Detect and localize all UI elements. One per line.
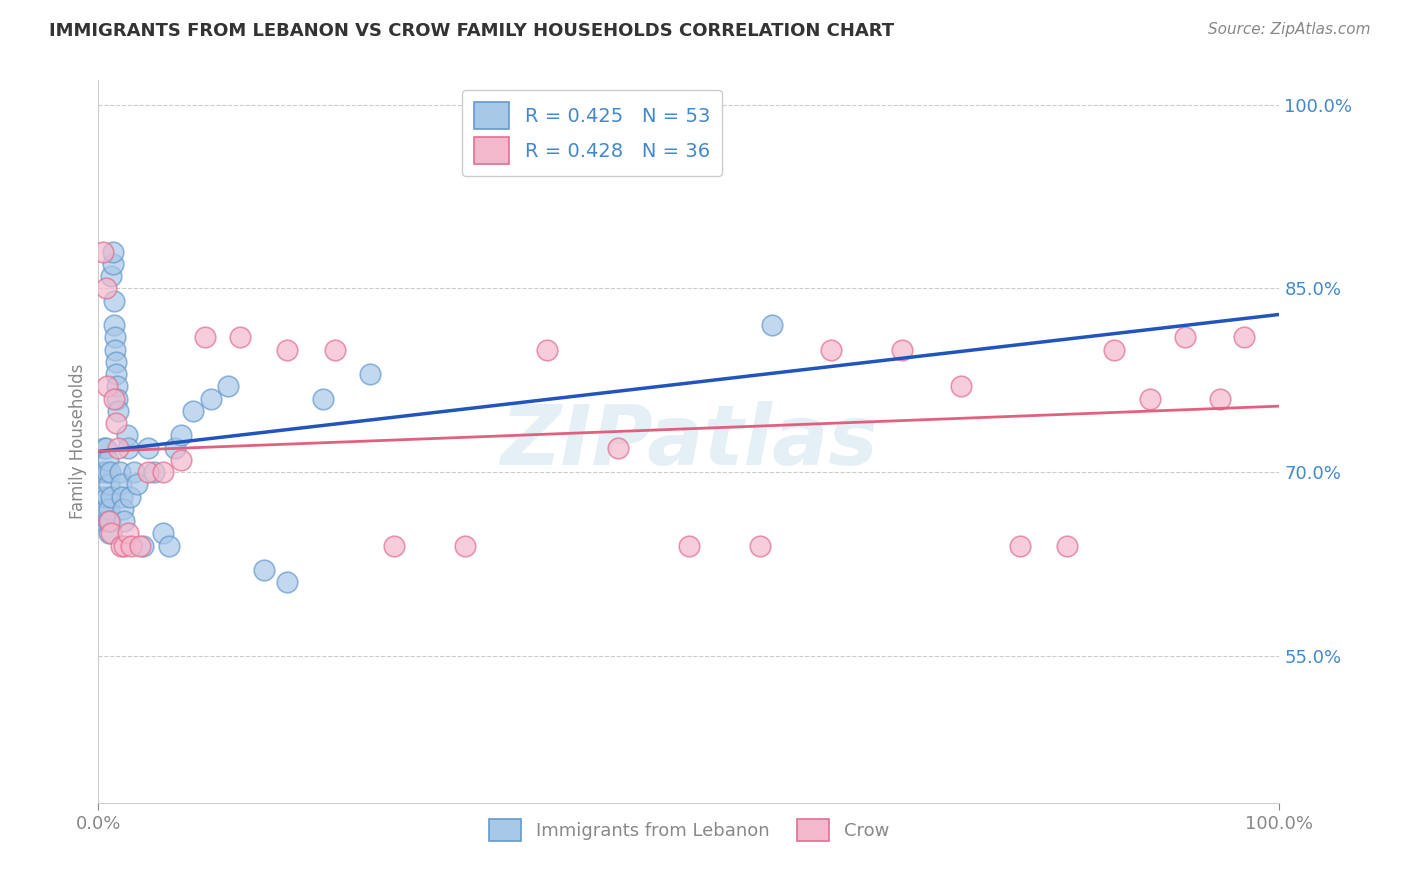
Point bbox=[276, 343, 298, 357]
Point bbox=[117, 526, 139, 541]
Point bbox=[120, 490, 142, 504]
Point bbox=[107, 404, 129, 418]
Point bbox=[229, 330, 252, 344]
Point bbox=[104, 330, 127, 344]
Point bbox=[98, 514, 121, 528]
Point bbox=[323, 343, 346, 357]
Point bbox=[104, 343, 127, 357]
Point bbox=[105, 355, 128, 369]
Point bbox=[748, 539, 770, 553]
Point bbox=[100, 526, 122, 541]
Point bbox=[165, 441, 187, 455]
Point bbox=[110, 539, 132, 553]
Point bbox=[110, 477, 132, 491]
Point bbox=[103, 392, 125, 406]
Point bbox=[1056, 539, 1078, 553]
Point bbox=[107, 441, 129, 455]
Point bbox=[98, 502, 121, 516]
Point bbox=[93, 514, 115, 528]
Point bbox=[121, 539, 143, 553]
Point bbox=[359, 367, 381, 381]
Point bbox=[91, 465, 114, 479]
Point bbox=[96, 490, 118, 504]
Point bbox=[1233, 330, 1256, 344]
Point bbox=[949, 379, 972, 393]
Point bbox=[1102, 343, 1125, 357]
Point bbox=[170, 428, 193, 442]
Point bbox=[97, 453, 120, 467]
Point bbox=[820, 343, 842, 357]
Point bbox=[98, 514, 121, 528]
Point bbox=[101, 257, 124, 271]
Point bbox=[100, 490, 122, 504]
Point bbox=[105, 392, 128, 406]
Point bbox=[761, 318, 783, 333]
Point bbox=[1209, 392, 1232, 406]
Point bbox=[112, 514, 135, 528]
Legend: Immigrants from Lebanon, Crow: Immigrants from Lebanon, Crow bbox=[482, 812, 896, 848]
Point bbox=[98, 526, 121, 541]
Point bbox=[1139, 392, 1161, 406]
Point bbox=[382, 539, 405, 553]
Point bbox=[607, 441, 630, 455]
Point bbox=[678, 539, 700, 553]
Point bbox=[103, 318, 125, 333]
Point bbox=[128, 539, 150, 553]
Point bbox=[93, 441, 115, 455]
Point bbox=[105, 367, 128, 381]
Point bbox=[94, 281, 117, 295]
Point bbox=[96, 379, 118, 393]
Point bbox=[112, 502, 135, 516]
Point bbox=[152, 465, 174, 479]
Point bbox=[217, 379, 239, 393]
Point bbox=[170, 453, 193, 467]
Point bbox=[312, 392, 335, 406]
Point bbox=[101, 244, 124, 259]
Point bbox=[91, 490, 114, 504]
Point bbox=[108, 465, 131, 479]
Y-axis label: Family Households: Family Households bbox=[69, 364, 87, 519]
Point bbox=[127, 477, 149, 491]
Text: ZIPatlas: ZIPatlas bbox=[501, 401, 877, 482]
Point bbox=[91, 244, 114, 259]
Point bbox=[157, 539, 180, 553]
Point bbox=[117, 441, 139, 455]
Point bbox=[100, 269, 122, 284]
Point bbox=[112, 539, 135, 553]
Point bbox=[103, 293, 125, 308]
Point bbox=[111, 490, 134, 504]
Text: IMMIGRANTS FROM LEBANON VS CROW FAMILY HOUSEHOLDS CORRELATION CHART: IMMIGRANTS FROM LEBANON VS CROW FAMILY H… bbox=[49, 22, 894, 40]
Point bbox=[276, 575, 298, 590]
Point bbox=[98, 465, 121, 479]
Point bbox=[97, 514, 120, 528]
Point bbox=[1174, 330, 1197, 344]
Point bbox=[1008, 539, 1031, 553]
Point bbox=[536, 343, 558, 357]
Point bbox=[890, 343, 912, 357]
Point bbox=[253, 563, 276, 577]
Point bbox=[105, 416, 128, 430]
Point bbox=[115, 428, 138, 442]
Point bbox=[453, 539, 475, 553]
Point bbox=[98, 477, 121, 491]
Point bbox=[94, 502, 117, 516]
Point bbox=[152, 526, 174, 541]
Text: Source: ZipAtlas.com: Source: ZipAtlas.com bbox=[1208, 22, 1371, 37]
Point bbox=[122, 465, 145, 479]
Point bbox=[94, 441, 117, 455]
Point bbox=[132, 539, 155, 553]
Point bbox=[96, 465, 118, 479]
Point bbox=[181, 404, 204, 418]
Point bbox=[136, 465, 159, 479]
Point bbox=[200, 392, 222, 406]
Point bbox=[136, 441, 159, 455]
Point bbox=[105, 379, 128, 393]
Point bbox=[142, 465, 165, 479]
Point bbox=[194, 330, 217, 344]
